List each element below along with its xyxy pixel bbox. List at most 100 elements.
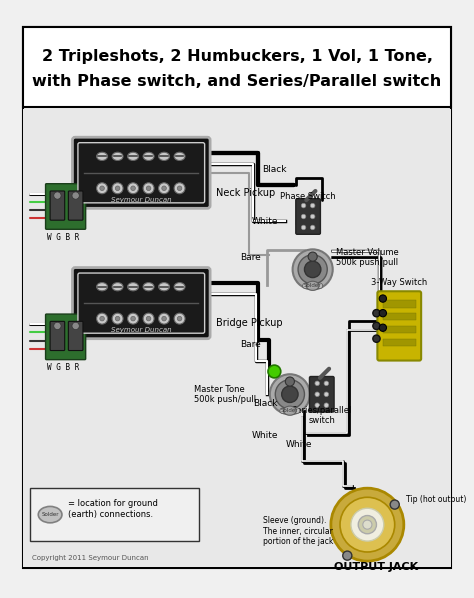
FancyBboxPatch shape — [50, 191, 65, 220]
Bar — [383, 313, 416, 321]
Circle shape — [174, 313, 185, 324]
Text: Seymour Duncan: Seymour Duncan — [111, 197, 172, 203]
Ellipse shape — [283, 406, 296, 415]
FancyBboxPatch shape — [377, 291, 421, 361]
Circle shape — [304, 261, 321, 277]
Circle shape — [282, 386, 298, 402]
FancyBboxPatch shape — [68, 321, 83, 350]
Circle shape — [97, 183, 108, 194]
Text: Solder: Solder — [281, 408, 299, 413]
Circle shape — [292, 249, 333, 289]
Circle shape — [100, 316, 104, 321]
Text: Black: Black — [254, 399, 278, 408]
Circle shape — [280, 408, 285, 413]
Circle shape — [373, 322, 380, 329]
Circle shape — [343, 551, 352, 560]
Text: White: White — [252, 431, 278, 440]
Circle shape — [301, 214, 306, 219]
Ellipse shape — [128, 152, 138, 160]
FancyBboxPatch shape — [73, 137, 210, 208]
Text: Solder: Solder — [41, 512, 59, 517]
Text: Bridge Pickup: Bridge Pickup — [216, 318, 283, 328]
Circle shape — [379, 324, 386, 331]
Text: Tip (hot output): Tip (hot output) — [406, 495, 466, 504]
FancyBboxPatch shape — [78, 143, 205, 203]
Bar — [23, 109, 451, 566]
FancyBboxPatch shape — [296, 199, 320, 234]
Circle shape — [112, 313, 123, 324]
FancyBboxPatch shape — [46, 314, 86, 359]
Circle shape — [301, 203, 306, 208]
Circle shape — [159, 313, 170, 324]
Circle shape — [54, 192, 61, 199]
Circle shape — [308, 252, 317, 261]
FancyBboxPatch shape — [30, 488, 199, 541]
Circle shape — [268, 365, 281, 378]
Circle shape — [177, 316, 182, 321]
Circle shape — [310, 225, 315, 230]
Text: Series/parallel
switch: Series/parallel switch — [292, 405, 352, 425]
Text: Neck Pickup: Neck Pickup — [216, 188, 275, 198]
Circle shape — [128, 313, 138, 324]
Ellipse shape — [159, 283, 170, 291]
Circle shape — [143, 183, 154, 194]
Circle shape — [54, 322, 61, 329]
Text: Master Volume
500k push/pull: Master Volume 500k push/pull — [337, 248, 399, 267]
Text: Master Tone
500k push/pull: Master Tone 500k push/pull — [194, 385, 256, 404]
Ellipse shape — [97, 152, 108, 160]
Circle shape — [324, 403, 328, 407]
Ellipse shape — [174, 152, 185, 160]
Circle shape — [324, 392, 328, 396]
Circle shape — [115, 316, 120, 321]
Ellipse shape — [112, 152, 123, 160]
Circle shape — [162, 316, 166, 321]
Text: Bare: Bare — [240, 340, 261, 349]
Text: 2 Tripleshots, 2 Humbuckers, 1 Vol, 1 Tone,: 2 Tripleshots, 2 Humbuckers, 1 Vol, 1 To… — [42, 50, 432, 65]
Bar — [383, 300, 416, 308]
Circle shape — [287, 408, 292, 413]
Text: 3-Way Switch: 3-Way Switch — [371, 277, 428, 286]
Text: W G B R: W G B R — [47, 364, 80, 373]
Circle shape — [143, 313, 154, 324]
Ellipse shape — [128, 283, 138, 291]
Circle shape — [298, 255, 327, 284]
Circle shape — [285, 377, 294, 386]
Text: Solder: Solder — [304, 283, 321, 288]
FancyBboxPatch shape — [310, 377, 334, 412]
FancyBboxPatch shape — [78, 273, 205, 333]
Ellipse shape — [174, 283, 185, 291]
Ellipse shape — [306, 281, 319, 291]
FancyBboxPatch shape — [50, 321, 65, 350]
Circle shape — [310, 214, 315, 219]
Circle shape — [363, 520, 372, 529]
Circle shape — [112, 183, 123, 194]
Circle shape — [390, 500, 399, 509]
Circle shape — [379, 295, 386, 302]
Circle shape — [275, 380, 304, 409]
Circle shape — [294, 408, 300, 413]
Text: Black: Black — [263, 164, 287, 173]
FancyBboxPatch shape — [68, 191, 83, 220]
Circle shape — [146, 186, 151, 191]
Bar — [23, 27, 451, 107]
Circle shape — [302, 283, 308, 289]
Circle shape — [131, 316, 136, 321]
Circle shape — [128, 183, 138, 194]
Text: W G B R: W G B R — [47, 233, 80, 242]
Circle shape — [310, 283, 315, 289]
Circle shape — [373, 335, 380, 342]
Circle shape — [317, 283, 323, 289]
Circle shape — [159, 183, 170, 194]
Circle shape — [324, 381, 328, 386]
Text: White: White — [285, 440, 312, 449]
Circle shape — [97, 313, 108, 324]
Ellipse shape — [159, 152, 170, 160]
Circle shape — [373, 310, 380, 317]
Circle shape — [72, 192, 79, 199]
Ellipse shape — [143, 152, 154, 160]
Circle shape — [174, 183, 185, 194]
Ellipse shape — [112, 283, 123, 291]
Circle shape — [301, 225, 306, 230]
Text: Sleeve (ground).
The inner, circular
portion of the jack: Sleeve (ground). The inner, circular por… — [263, 516, 333, 546]
Text: Copyright 2011 Seymour Duncan: Copyright 2011 Seymour Duncan — [32, 556, 148, 562]
